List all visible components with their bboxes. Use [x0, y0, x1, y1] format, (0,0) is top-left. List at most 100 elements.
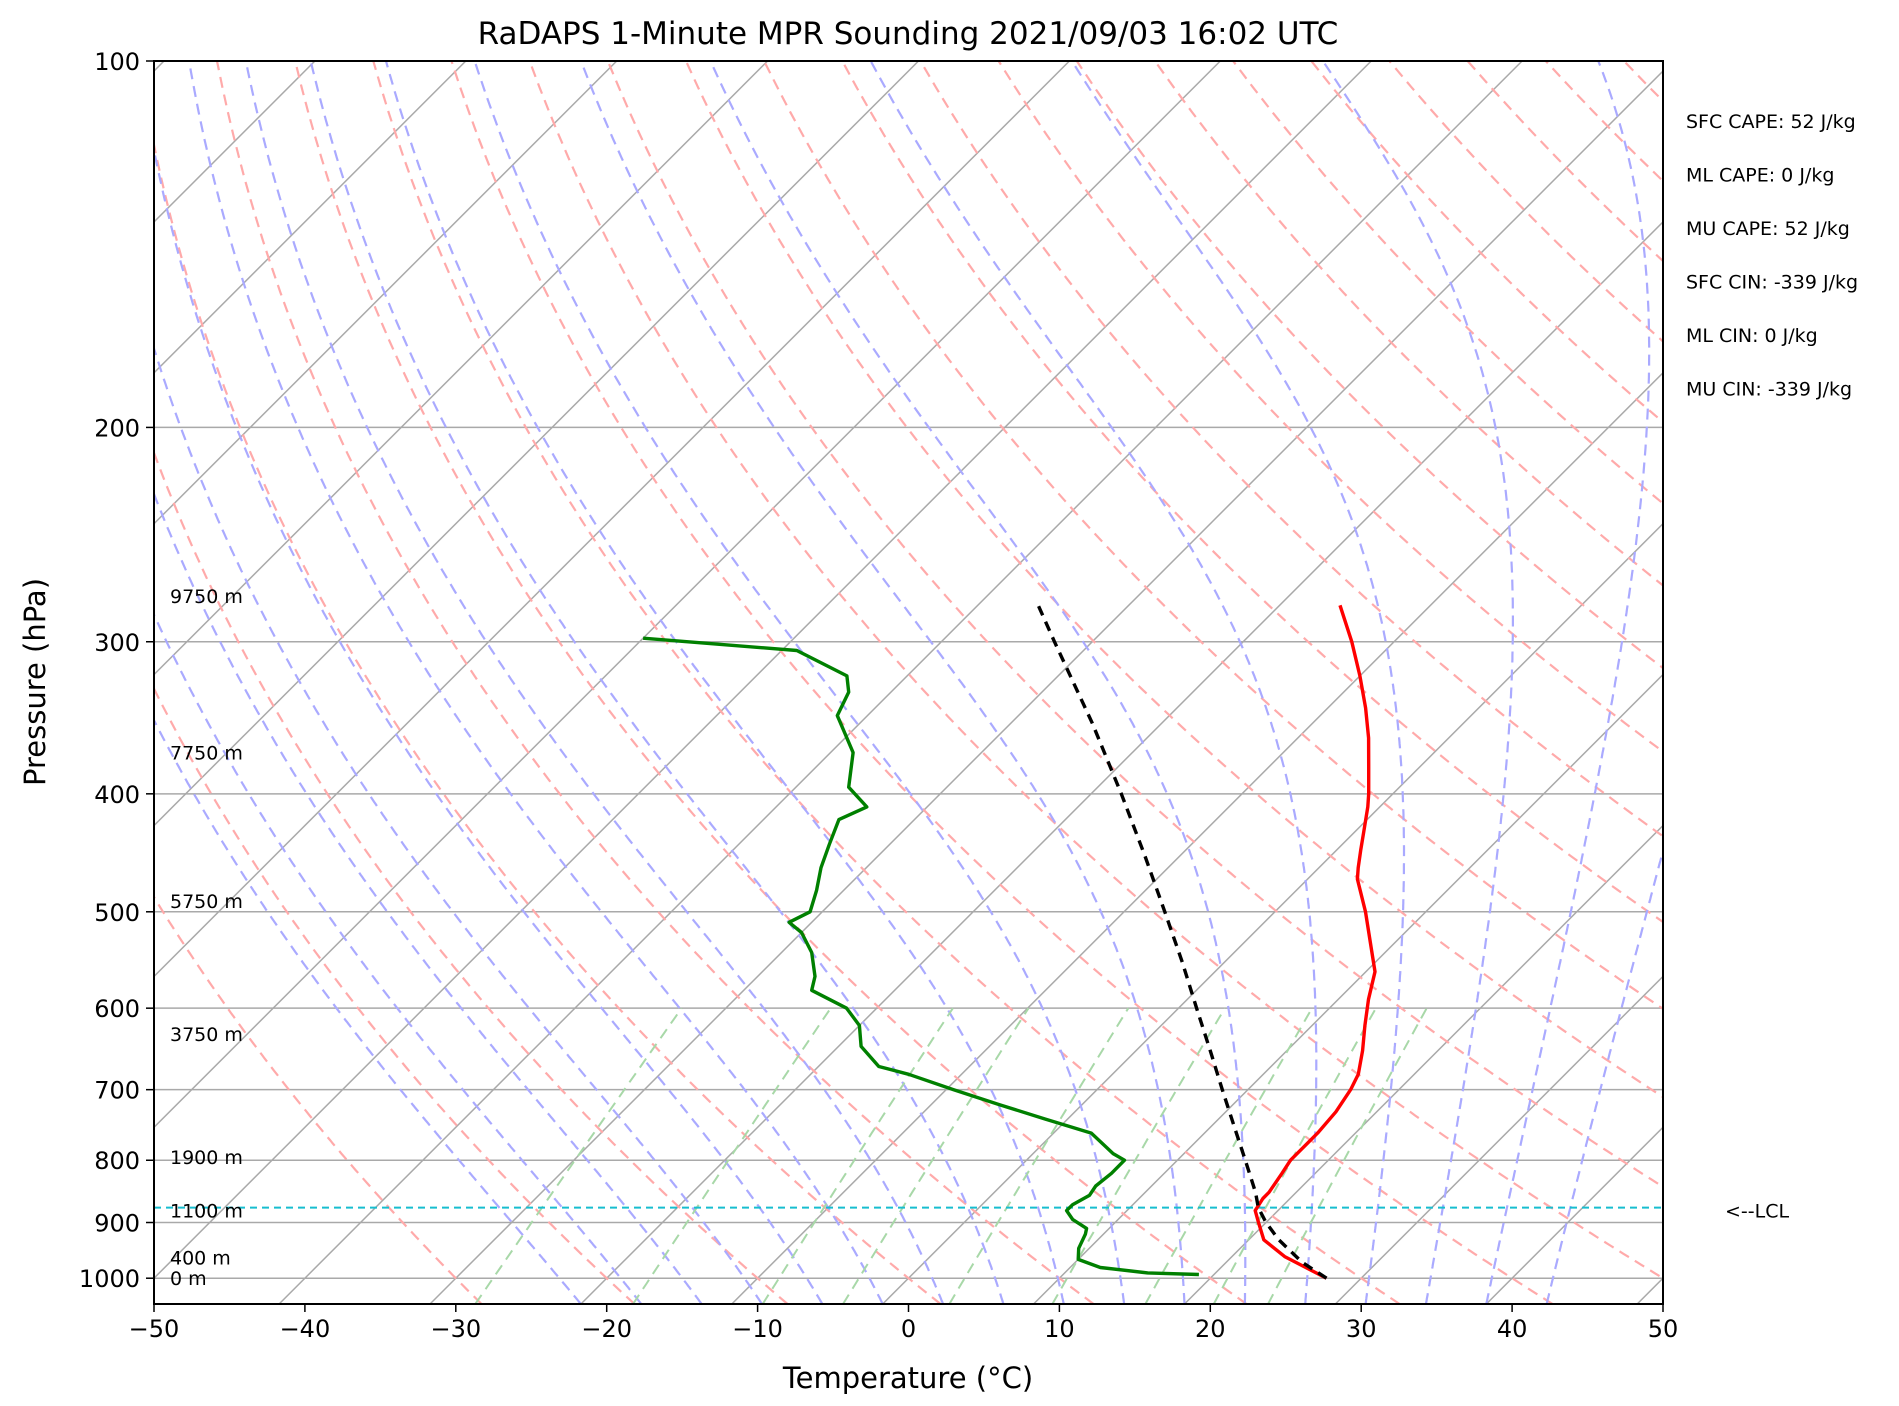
- dry-adiabat-line: [997, 61, 1663, 754]
- mixing-ratio-line: [948, 1007, 1130, 1304]
- isotherm-line: [154, 61, 769, 676]
- moist-adiabat-line: [154, 491, 703, 1304]
- y-tick-label: 400: [94, 781, 140, 809]
- height-label: 7750 m: [170, 743, 243, 765]
- moist-adiabat-line: [579, 61, 1186, 1304]
- x-tick-label: −20: [581, 1315, 632, 1343]
- x-tick-label: −50: [129, 1315, 180, 1343]
- dry-adiabat-line: [1466, 61, 1663, 263]
- moist-adiabat-line: [154, 144, 824, 1304]
- dry-adiabat-line: [684, 61, 1663, 1099]
- parcel-profile: [1036, 604, 1328, 1280]
- x-tick-label: 10: [1044, 1315, 1075, 1343]
- isotherm-line: [154, 61, 618, 525]
- lcl-label: <--LCL: [1725, 1201, 1789, 1223]
- y-tick-label: 1000: [79, 1265, 140, 1293]
- moist-adiabat-line: [709, 61, 1247, 1304]
- height-label: 400 m: [170, 1248, 231, 1270]
- mixing-ratio-line: [842, 1007, 1030, 1304]
- moist-adiabat-line: [1321, 61, 1514, 1304]
- x-tick-label: −40: [280, 1315, 331, 1343]
- stat-label: ML CAPE: 0 J/kg: [1686, 165, 1834, 187]
- isotherm-line: [731, 371, 1663, 1304]
- isotherm-line: [154, 61, 920, 827]
- mixing-ratio-line: [761, 1007, 954, 1304]
- x-tick-label: 40: [1497, 1315, 1528, 1343]
- moist-adiabat-line: [1545, 846, 1663, 1304]
- isotherm-line: [580, 220, 1663, 1304]
- isotherm-line: [429, 69, 1663, 1304]
- series-group: [642, 604, 1377, 1280]
- x-tick-label: −30: [430, 1315, 481, 1343]
- y-tick-label: 900: [94, 1210, 140, 1238]
- isotherm-line: [1485, 1126, 1663, 1304]
- y-tick-label: 300: [94, 629, 140, 657]
- x-tick-label: 30: [1346, 1315, 1377, 1343]
- chart-title: RaDAPS 1-Minute MPR Sounding 2021/09/03 …: [478, 16, 1339, 52]
- moist-adiabat-line: [154, 344, 763, 1304]
- stat-label: ML CIN: 0 J/kg: [1686, 325, 1818, 347]
- height-label: 1900 m: [170, 1147, 243, 1169]
- dry-adiabat-line: [1623, 61, 1663, 103]
- y-tick-label: 100: [94, 48, 140, 76]
- x-tick-label: 0: [901, 1315, 916, 1343]
- dry-adiabat-line: [763, 61, 1663, 1011]
- stat-label: MU CIN: -339 J/kg: [1686, 379, 1852, 401]
- isotherm-line: [1183, 824, 1663, 1304]
- isotherm-line: [154, 61, 1372, 1280]
- plot-frame: [153, 60, 1664, 1305]
- stat-label: SFC CAPE: 52 J/kg: [1686, 111, 1856, 133]
- x-axis: −50 −40 −30 −20 −10 0 10 20 30 40 50: [129, 1304, 1679, 1343]
- isotherm-line: [1033, 673, 1663, 1304]
- moist-adiabat-line: [869, 61, 1318, 1304]
- height-label: 1100 m: [170, 1201, 243, 1223]
- height-labels: 9750 m 7750 m 5750 m 3750 m 1900 m 1100 m 400 …: [170, 586, 243, 1290]
- moist-adiabat-line: [188, 61, 884, 1304]
- dry-adiabat-line: [154, 449, 789, 1304]
- dry-adiabat-line: [606, 61, 1663, 1189]
- isotherm-line: [1334, 975, 1663, 1304]
- dry-adiabat-line: [919, 61, 1663, 838]
- moist-adiabat-line: [1070, 61, 1406, 1304]
- moist-adiabat-line: [309, 61, 1005, 1304]
- x-tick-label: 20: [1195, 1315, 1226, 1343]
- height-label: 5750 m: [170, 891, 243, 913]
- y-tick-label: 800: [94, 1147, 140, 1175]
- height-label: 9750 m: [170, 586, 243, 608]
- isotherm-line: [154, 61, 1070, 978]
- mixing-ratio-line: [1144, 1007, 1313, 1304]
- moist-adiabat-line: [473, 61, 1126, 1304]
- height-label: 3750 m: [170, 1024, 243, 1046]
- dry-adiabat-line: [1154, 61, 1663, 587]
- isotherm-line: [278, 61, 1523, 1304]
- dry-adiabat-line: [1702, 61, 1899, 1304]
- dry-adiabat-line: [154, 895, 483, 1304]
- y-tick-label: 600: [94, 995, 140, 1023]
- x-tick-label: −10: [732, 1315, 783, 1343]
- dry-adiabat-line: [1544, 61, 1663, 183]
- dewpoint-profile: [642, 636, 1199, 1277]
- x-tick-label: 50: [1648, 1315, 1679, 1343]
- background-lines: [154, 61, 1899, 1304]
- isotherm-line: [882, 522, 1663, 1304]
- mixing-ratio-line: [632, 1007, 832, 1304]
- dry-adiabat-line: [1075, 61, 1663, 670]
- moist-adiabat-line: [154, 612, 643, 1304]
- stats-panel: SFC CAPE: 52 J/kg ML CAPE: 0 J/kg MU CAPE:…: [1686, 111, 1858, 401]
- mixing-ratio-line: [1051, 1007, 1226, 1304]
- stat-label: MU CAPE: 52 J/kg: [1686, 218, 1850, 240]
- y-tick-label: 200: [94, 414, 140, 442]
- height-label: 0 m: [170, 1268, 207, 1290]
- dry-adiabat-line: [154, 686, 636, 1304]
- y-axis-label: Pressure (hPa): [18, 578, 52, 786]
- moist-adiabat-line: [384, 61, 1065, 1304]
- dry-adiabat-line: [450, 61, 1554, 1304]
- moist-adiabat-line: [154, 718, 582, 1304]
- mixing-ratio-line: [1267, 1007, 1428, 1304]
- dry-adiabat-line: [372, 61, 1401, 1304]
- temperature-profile: [1253, 604, 1377, 1280]
- y-axis: 100 200 300 400 500 600 700 800 900 1000: [79, 48, 154, 1293]
- mixing-ratio-line: [1212, 1007, 1377, 1304]
- dry-adiabat-line: [1310, 61, 1663, 424]
